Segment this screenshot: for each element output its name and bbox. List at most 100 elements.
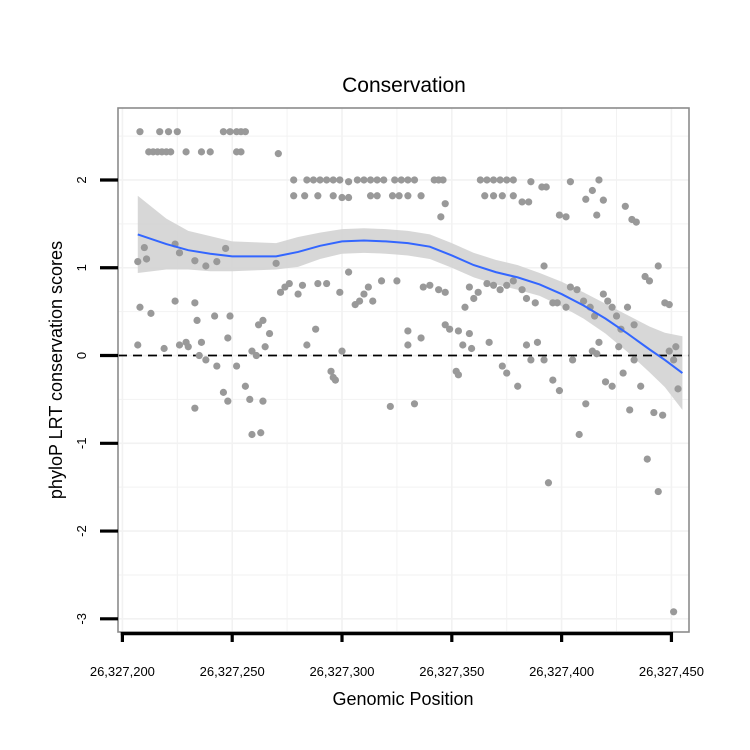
data-point <box>294 290 302 298</box>
data-point <box>213 362 221 370</box>
data-point <box>246 395 254 404</box>
data-point <box>514 382 522 390</box>
data-point <box>461 303 469 311</box>
chart-title: Conservation <box>342 74 466 97</box>
data-point <box>566 283 575 291</box>
data-point <box>489 192 498 200</box>
data-point <box>599 196 607 204</box>
data-point <box>441 200 449 208</box>
data-point <box>184 343 192 351</box>
data-point <box>388 192 397 200</box>
data-point <box>485 338 493 346</box>
data-point <box>509 192 517 200</box>
data-point <box>206 148 214 156</box>
data-point <box>595 338 603 346</box>
data-point <box>593 350 601 358</box>
data-point <box>650 408 658 417</box>
data-point <box>522 341 531 349</box>
data-point <box>241 382 249 390</box>
data-point <box>608 382 616 390</box>
y-axis: -3 -2 -1 0 1 2 <box>74 176 118 625</box>
data-point <box>645 277 654 285</box>
data-point <box>623 303 632 311</box>
data-point <box>309 176 318 184</box>
data-point <box>476 176 484 184</box>
data-point <box>404 192 412 200</box>
data-point <box>503 369 511 377</box>
data-point <box>327 367 335 375</box>
data-point <box>595 176 603 184</box>
data-point <box>582 400 590 408</box>
data-point <box>527 178 535 186</box>
data-point <box>303 176 311 184</box>
x-tick-label: 26,327,450 <box>639 664 704 679</box>
data-point <box>338 347 346 355</box>
data-point <box>544 479 553 487</box>
data-point <box>496 286 504 294</box>
data-point <box>441 288 449 296</box>
data-point <box>134 341 142 349</box>
data-point <box>410 400 419 408</box>
data-point <box>566 178 575 186</box>
data-point <box>498 362 506 370</box>
data-point <box>344 193 353 202</box>
data-point <box>164 128 173 136</box>
data-point <box>369 297 377 305</box>
data-point <box>637 382 645 390</box>
data-point <box>171 297 179 305</box>
data-point <box>582 195 590 203</box>
data-point <box>285 279 293 288</box>
data-point <box>366 192 375 200</box>
data-point <box>542 183 550 191</box>
data-point <box>397 176 405 184</box>
smooth-line-layer <box>137 233 684 374</box>
data-point <box>630 321 638 329</box>
smooth-fit-line <box>137 233 684 374</box>
data-point <box>503 176 511 184</box>
data-point <box>323 279 331 288</box>
data-point <box>604 297 612 305</box>
data-point <box>202 356 210 364</box>
data-point <box>573 286 581 294</box>
data-point <box>226 128 234 136</box>
data-point <box>470 294 478 303</box>
y-tick-label: -1 <box>74 438 89 450</box>
data-point <box>441 321 449 329</box>
confidence-ribbon <box>137 195 683 410</box>
data-point <box>355 297 364 305</box>
data-point <box>579 297 588 305</box>
data-point <box>314 192 322 200</box>
data-point <box>156 128 164 136</box>
y-tick-label: 1 <box>74 264 89 271</box>
data-point <box>417 192 425 200</box>
data-point <box>630 356 638 364</box>
data-point <box>344 268 353 276</box>
data-point <box>665 301 673 309</box>
data-point <box>619 369 627 377</box>
x-tick-label: 26,327,200 <box>90 664 155 679</box>
data-point <box>226 312 234 320</box>
data-point <box>555 211 564 219</box>
data-point <box>601 378 610 386</box>
data-point <box>391 176 399 184</box>
x-tick-label: 26,327,350 <box>419 664 484 679</box>
data-point <box>540 356 548 364</box>
data-point <box>599 290 607 298</box>
x-tick-label: 26,327,300 <box>309 664 374 679</box>
data-point <box>329 373 337 382</box>
data-point <box>569 356 577 364</box>
data-point <box>175 249 184 257</box>
y-axis-title: phyloP LRT conservation scores <box>46 241 66 499</box>
data-point <box>222 244 230 253</box>
data-point <box>360 176 368 184</box>
y-tick-label: -3 <box>74 613 89 625</box>
data-point <box>588 186 596 195</box>
data-point <box>404 341 412 349</box>
data-point <box>615 343 623 351</box>
data-point <box>454 371 463 379</box>
data-point <box>175 341 184 349</box>
data-point <box>276 288 285 296</box>
grid-lines <box>118 108 689 632</box>
data-point <box>338 193 346 202</box>
data-point <box>531 299 539 307</box>
